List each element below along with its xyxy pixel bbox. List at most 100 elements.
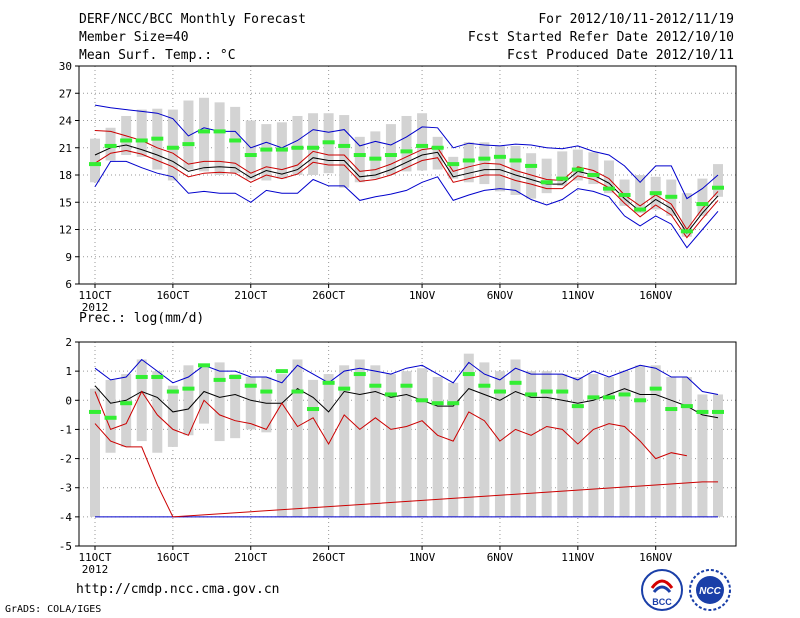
- temp-spread-bar: [713, 164, 723, 197]
- prec-green-marker: [213, 377, 226, 382]
- prec-spread-bar: [121, 374, 132, 447]
- prec-spread-bar: [541, 371, 552, 517]
- prec-series-red_mid: [94, 390, 687, 460]
- temp-spread-bar: [448, 156, 459, 179]
- prec-spread-bar: [713, 394, 723, 517]
- temp-spread-bar: [354, 136, 365, 183]
- temp-spread-bar: [261, 124, 272, 181]
- temp-xtick-label: 21OCT: [234, 289, 267, 302]
- temp-green-marker: [540, 180, 553, 185]
- prec-spread-bar: [276, 374, 287, 517]
- temp-spread-bar: [541, 158, 552, 194]
- temp-ytick-label: 6: [65, 278, 72, 291]
- prec-xtick-label: 26OCT: [312, 551, 345, 564]
- prec-xtick-label: 1NOV: [409, 551, 436, 564]
- prec-ytick-label: -3: [59, 482, 72, 495]
- temp-ytick-label: 18: [59, 169, 72, 182]
- prec-green-marker: [696, 409, 709, 414]
- temp-green-marker: [135, 138, 148, 143]
- prec-green-marker: [493, 389, 506, 394]
- prec-spread-bar: [90, 388, 100, 517]
- temp-spread-bar: [619, 179, 630, 206]
- prec-spread-bar: [619, 371, 630, 517]
- temp-series-red_low: [94, 149, 719, 239]
- prec-series-lower: [94, 423, 718, 518]
- prec-green-marker: [89, 409, 101, 414]
- temp-green-marker: [213, 129, 226, 134]
- prec-spread-bar: [603, 376, 614, 517]
- prec-green-marker: [649, 386, 662, 391]
- temp-xtick-label: 16NOV: [639, 289, 672, 302]
- prec-green-marker: [525, 392, 538, 397]
- temp-spread-bar: [292, 115, 303, 175]
- prec-ytick-label: -2: [59, 453, 72, 466]
- temp-green-marker: [712, 185, 724, 190]
- temp-green-marker: [431, 145, 444, 150]
- prec-green-marker: [369, 383, 382, 388]
- temp-green-marker: [291, 145, 304, 150]
- temp-spread-bar: [401, 115, 412, 172]
- temp-green-marker: [649, 191, 662, 196]
- prec-spread-bar: [214, 362, 225, 442]
- prec-green-marker: [556, 389, 569, 394]
- prec-green-marker: [665, 407, 678, 412]
- temp-xtick-label: 11NOV: [561, 289, 594, 302]
- prec-spread-bar: [308, 379, 319, 517]
- temp-xtick-label: 6NOV: [487, 289, 514, 302]
- temp-green-marker: [166, 145, 179, 150]
- temp-ytick-label: 30: [59, 60, 72, 73]
- prec-spread-bar: [432, 376, 443, 517]
- temp-green-marker: [104, 143, 117, 148]
- prec-ytick-label: 1: [65, 365, 72, 378]
- bcc-logo-text: BCC: [652, 597, 672, 607]
- prec-green-marker: [602, 395, 615, 400]
- source-url[interactable]: http://cmdp.ncc.cma.gov.cn: [76, 582, 280, 597]
- temp-green-marker: [618, 192, 631, 197]
- prec-green-marker: [229, 374, 242, 379]
- temp-green-marker: [322, 140, 335, 145]
- prec-spread-bar: [557, 374, 568, 517]
- refer-date: Fcst Started Refer Date 2012/10/10: [467, 30, 734, 45]
- prec-xtick-label: 16NOV: [639, 551, 672, 564]
- temp-xtick-label: 26OCT: [312, 289, 345, 302]
- prec-green-marker: [384, 392, 397, 397]
- temp-green-marker: [384, 153, 397, 158]
- temp-green-marker: [462, 158, 475, 163]
- temp-green-marker: [400, 149, 413, 154]
- temp-green-marker: [493, 154, 506, 159]
- prec-green-marker: [571, 404, 584, 409]
- prec-spread-bar: [448, 382, 459, 517]
- prec-spread-bar: [588, 374, 599, 517]
- bcc-logo: BCC: [641, 569, 683, 611]
- prec-spread-bar: [245, 376, 256, 430]
- variable-label: Mean Surf. Temp.: °C: [79, 48, 236, 63]
- temp-green-marker: [509, 158, 522, 163]
- prec-xtick-label: 21OCT: [234, 551, 267, 564]
- prec-green-marker: [198, 363, 211, 368]
- prec-ytick-label: 2: [65, 336, 72, 349]
- prec-green-marker: [307, 407, 320, 412]
- temp-green-marker: [665, 194, 678, 199]
- prec-panel-title: Prec.: log(mm/d): [79, 311, 204, 326]
- temp-green-marker: [275, 147, 288, 152]
- prec-spread-bar: [510, 359, 521, 517]
- prec-series-upper: [94, 358, 719, 395]
- temp-green-marker: [260, 147, 273, 152]
- temp-spread-bar: [572, 149, 583, 181]
- temp-green-marker: [602, 186, 615, 191]
- prec-ytick-label: -1: [59, 423, 72, 436]
- forecast-period: For 2012/10/11-2012/11/19: [538, 12, 734, 27]
- prec-spread-bar: [370, 365, 381, 517]
- ncc-logo: NCC: [689, 569, 731, 611]
- temp-green-marker: [198, 129, 211, 134]
- prec-green-marker: [416, 398, 429, 403]
- member-size: Member Size=40: [79, 30, 189, 45]
- temp-green-marker: [229, 138, 242, 143]
- temp-spread-bar: [681, 193, 692, 237]
- prec-green-marker: [587, 395, 600, 400]
- temp-spread-bar: [136, 109, 147, 157]
- prec-spread-bar: [666, 376, 677, 517]
- temp-spread-bar: [417, 113, 428, 171]
- prec-green-marker: [120, 401, 133, 406]
